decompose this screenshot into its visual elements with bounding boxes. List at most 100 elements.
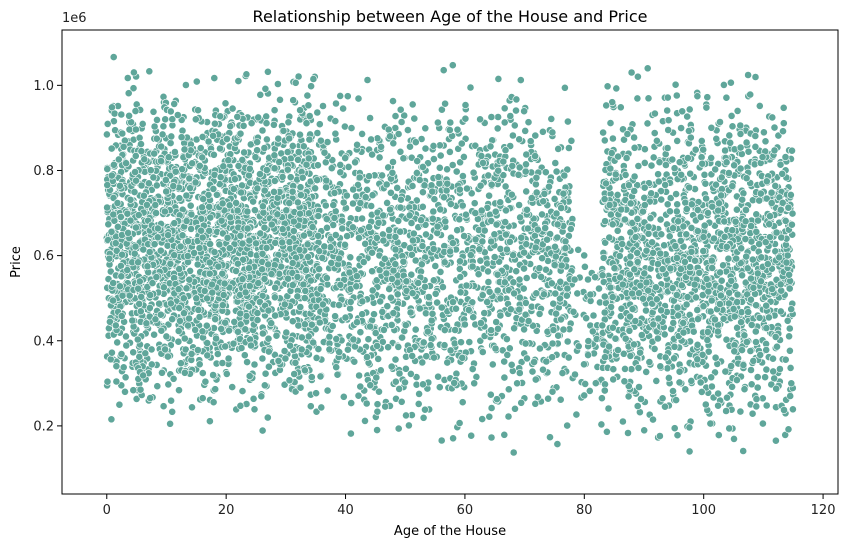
scatter-point [474, 270, 483, 279]
scatter-point [229, 185, 238, 193]
scatter-point [135, 299, 144, 308]
scatter-point [191, 178, 200, 187]
scatter-point [164, 231, 172, 240]
scatter-point [332, 334, 341, 343]
scatter-point [362, 399, 371, 408]
scatter-point [134, 211, 143, 219]
scatter-point [418, 358, 427, 367]
scatter-point [221, 318, 230, 327]
scatter-point [288, 281, 297, 289]
scatter-point [485, 412, 494, 421]
scatter-point [373, 407, 382, 416]
scatter-point [197, 226, 205, 235]
scatter-point [480, 226, 489, 235]
scatter-point [313, 108, 322, 117]
scatter-point [270, 187, 278, 196]
scatter-point [176, 242, 185, 251]
scatter-point [247, 341, 255, 350]
scatter-point [386, 205, 394, 214]
scatter-point [209, 131, 217, 140]
scatter-point [786, 346, 794, 355]
scatter-point [282, 328, 291, 337]
scatter-point [338, 224, 347, 233]
scatter-point [376, 366, 385, 375]
scatter-point [500, 357, 509, 366]
scatter-point [258, 329, 267, 338]
scatter-point [174, 285, 183, 294]
scatter-point [314, 345, 323, 353]
scatter-point [131, 107, 140, 115]
scatter-point [296, 183, 305, 192]
scatter-point [283, 148, 292, 156]
scatter-point [302, 266, 310, 275]
scatter-point [289, 217, 298, 226]
scatter-point [236, 129, 245, 138]
scatter-point [776, 365, 784, 373]
scatter-point [379, 325, 388, 334]
scatter-point [108, 348, 116, 357]
scatter-point [185, 275, 194, 284]
scatter-point [236, 309, 245, 318]
scatter-point [584, 275, 592, 284]
scatter-point [561, 237, 570, 246]
scatter-point [225, 326, 233, 335]
scatter-point [566, 224, 575, 233]
scatter-point [509, 251, 517, 260]
scatter-point [146, 166, 155, 175]
scatter-point [530, 358, 538, 366]
scatter-point [260, 223, 269, 232]
scatter-point [157, 157, 165, 165]
scatter-point [187, 349, 196, 358]
scatter-point [418, 188, 427, 197]
scatter-point [232, 198, 240, 207]
scatter-point [492, 220, 501, 229]
scatter-point [456, 257, 464, 266]
scatter-point [397, 195, 405, 204]
scatter-point [483, 298, 492, 306]
scatter-point [113, 338, 122, 347]
scatter-point [234, 161, 243, 170]
scatter-point [419, 338, 428, 347]
scatter-point [487, 404, 496, 412]
scatter-point [519, 284, 528, 293]
scatter-point [785, 324, 794, 333]
scatter-point [533, 225, 542, 234]
scatter-point [394, 130, 403, 138]
scatter-point [429, 207, 438, 216]
scatter-point [567, 136, 576, 145]
scatter-point [643, 119, 652, 128]
scatter-point [351, 158, 359, 167]
scatter-point [366, 114, 374, 122]
scatter-point [346, 297, 355, 306]
scatter-point [542, 265, 550, 274]
scatter-point [151, 201, 160, 209]
scatter-point [257, 392, 266, 401]
scatter-point [455, 185, 464, 194]
scatter-point [515, 369, 524, 377]
scatter-point [559, 325, 568, 334]
scatter-point [211, 385, 220, 394]
scatter-point [279, 126, 288, 135]
scatter-point [433, 229, 442, 237]
scatter-point [509, 448, 518, 457]
scatter-point [494, 75, 503, 83]
scatter-point [113, 199, 122, 207]
scatter-point [169, 182, 178, 190]
scatter-point [499, 157, 508, 166]
scatter-point [384, 125, 393, 134]
scatter-point [293, 272, 302, 281]
scatter-point [294, 72, 303, 81]
scatter-point [171, 167, 180, 176]
scatter-point [312, 389, 320, 398]
scatter-point [245, 372, 254, 380]
scatter-point [514, 170, 523, 179]
scatter-point [264, 260, 273, 269]
scatter-point [150, 122, 159, 131]
scatter-point [117, 312, 126, 320]
scatter-point [490, 230, 499, 239]
scatter-point [586, 290, 595, 299]
scatter-point [520, 248, 528, 257]
scatter-point [461, 114, 470, 123]
scatter-point [478, 291, 487, 300]
scatter-point [173, 111, 182, 119]
